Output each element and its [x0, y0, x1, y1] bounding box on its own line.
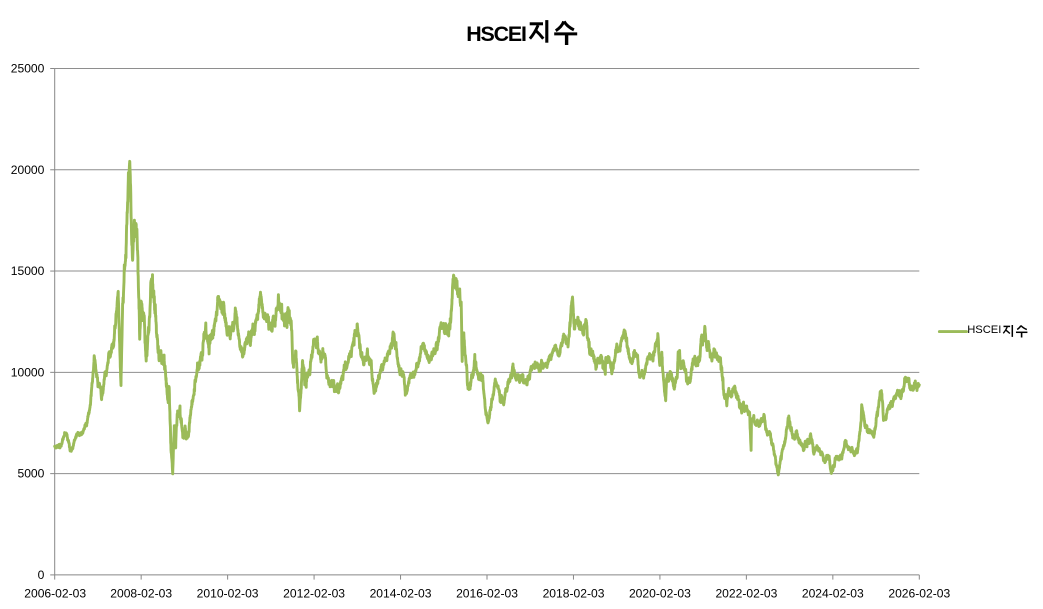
svg-text:25000: 25000: [11, 62, 45, 76]
svg-text:2018-02-03: 2018-02-03: [543, 586, 605, 600]
svg-text:2024-02-03: 2024-02-03: [802, 586, 864, 600]
svg-text:2012-02-03: 2012-02-03: [283, 586, 345, 600]
svg-text:2008-02-03: 2008-02-03: [110, 586, 172, 600]
svg-text:HSCEI: HSCEI: [967, 324, 1001, 336]
svg-text:20000: 20000: [11, 163, 45, 177]
svg-text:15000: 15000: [11, 264, 45, 278]
svg-text:2014-02-03: 2014-02-03: [370, 586, 432, 600]
svg-text:10000: 10000: [11, 365, 45, 379]
svg-text:0: 0: [38, 568, 45, 582]
svg-text:2020-02-03: 2020-02-03: [629, 586, 691, 600]
svg-text:2010-02-03: 2010-02-03: [197, 586, 259, 600]
svg-text:2006-02-03: 2006-02-03: [24, 586, 86, 600]
svg-text:2016-02-03: 2016-02-03: [456, 586, 518, 600]
svg-text:5000: 5000: [17, 467, 44, 481]
svg-text:2022-02-03: 2022-02-03: [715, 586, 777, 600]
svg-text:HSCEI: HSCEI: [466, 22, 526, 46]
svg-text:2026-02-03: 2026-02-03: [888, 586, 950, 600]
